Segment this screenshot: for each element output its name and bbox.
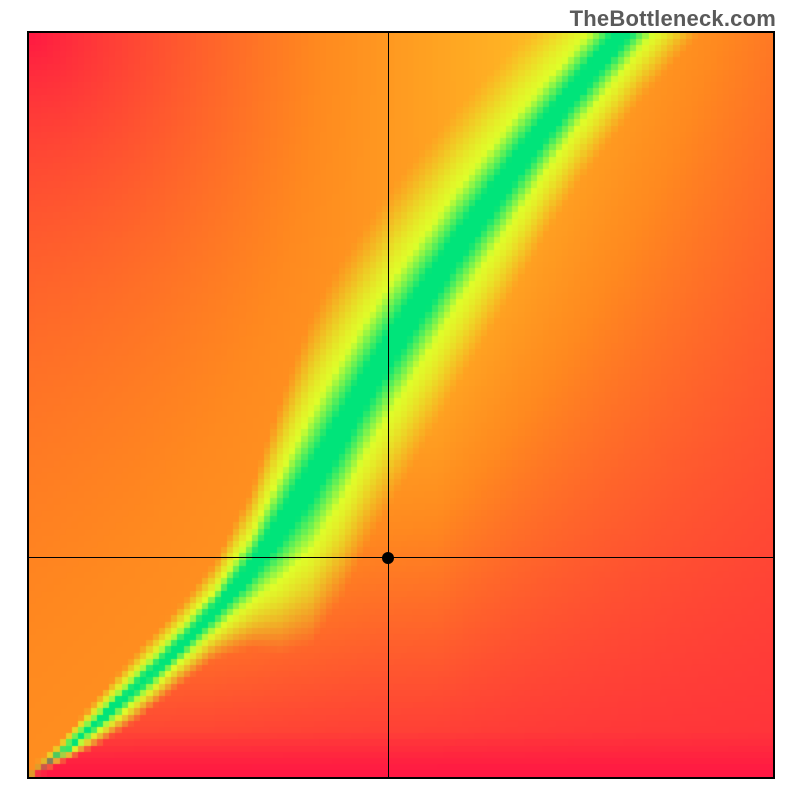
figure-container: TheBottleneck.com — [0, 0, 800, 800]
heatmap-canvas — [29, 33, 773, 777]
crosshair-horizontal — [29, 557, 773, 558]
heatmap-plot — [27, 31, 775, 779]
marker-dot — [382, 552, 394, 564]
crosshair-vertical — [388, 33, 389, 777]
watermark-text: TheBottleneck.com — [570, 6, 776, 32]
